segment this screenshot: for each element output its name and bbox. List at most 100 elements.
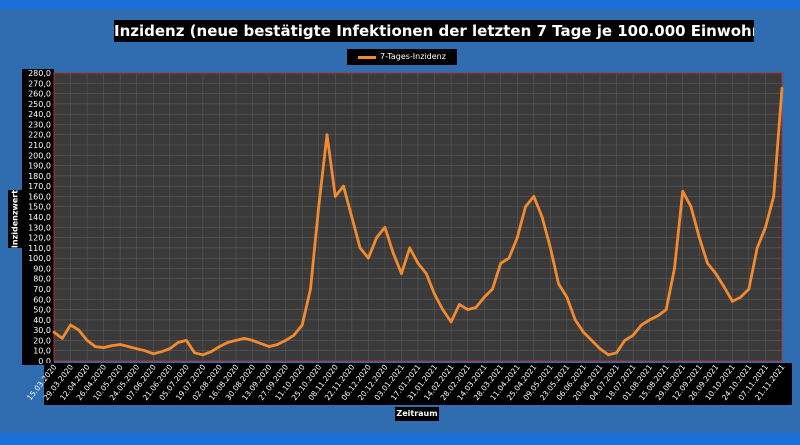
data-point [722,285,726,289]
data-point [689,205,693,209]
data-point [383,225,387,229]
y-tick-label: 240,0 [28,110,51,119]
y-tick-label: 60,0 [33,295,51,304]
y-tick-label: 270,0 [28,79,51,88]
y-tick-backing [22,69,54,365]
data-point [226,341,230,344]
data-point [408,246,412,250]
top-accent-bar [0,0,800,9]
data-point [606,353,610,357]
data-point [267,345,271,348]
data-point [697,236,701,239]
data-point [309,287,312,291]
data-point [185,339,188,342]
data-point [731,300,734,303]
data-point [350,215,354,219]
data-point [772,195,776,198]
data-point [400,272,403,275]
data-point [358,246,362,250]
data-point [590,339,594,342]
data-point [60,337,64,340]
data-point [151,352,155,356]
y-tick-label: 220,0 [28,131,51,140]
y-tick-label: 250,0 [28,100,51,109]
y-tick-label: 70,0 [33,285,51,294]
data-point [631,333,635,337]
data-point [218,345,221,348]
data-point [52,330,56,334]
data-point [242,337,246,340]
data-point [300,323,304,327]
data-point [284,339,287,342]
y-tick-label: 160,0 [28,192,51,201]
data-point [292,333,296,337]
data-point [110,344,114,347]
data-point [160,350,163,354]
data-point [474,306,478,309]
data-point [482,295,486,299]
data-point [276,343,279,346]
plot-area: 0,010,020,030,040,050,060,070,080,090,01… [22,69,792,405]
data-point [623,339,627,342]
data-point [342,184,345,188]
y-tick-label: 190,0 [28,162,51,171]
data-point [565,295,569,299]
data-point [449,320,453,324]
data-point [664,308,668,311]
legend: 7-Tages-Inzidenz [347,49,457,65]
y-tick-label: 50,0 [33,306,51,315]
data-point [375,236,378,239]
data-point [118,343,122,346]
y-tick-label: 20,0 [33,336,51,345]
x-tick-backing [44,363,792,405]
data-point [94,345,97,348]
y-tick-label: 170,0 [28,182,51,191]
data-point [251,339,254,342]
y-tick-label: 280,0 [28,69,51,78]
data-point [515,236,519,239]
y-tick-label: 130,0 [28,223,51,232]
data-point [557,282,560,286]
data-point [234,339,238,342]
data-point [714,272,718,275]
data-point [640,323,643,327]
y-tick-label: 110,0 [28,244,51,253]
y-tick-label: 10,0 [33,347,51,356]
y-tick-label: 80,0 [33,275,51,284]
data-point [764,225,767,229]
data-point [317,205,321,209]
y-axis-label: Inzidenzwert [10,189,20,249]
plot-border [53,72,783,362]
data-point [582,330,585,334]
data-point [706,261,709,265]
y-tick-label: 150,0 [28,203,51,212]
y-tick-label: 140,0 [28,213,51,222]
data-point [598,347,602,350]
y-tick-label: 0,0 [38,357,51,366]
data-point [532,195,536,198]
y-tick-label: 210,0 [28,141,51,150]
data-point [681,189,685,193]
data-point [656,314,660,318]
data-point [176,341,180,344]
data-point [201,353,205,357]
y-tick-label: 180,0 [28,172,51,181]
legend-swatch [358,55,377,59]
y-tick-label: 120,0 [28,234,51,243]
data-point [524,205,527,209]
data-point [127,345,130,348]
data-point [102,346,105,349]
data-point [441,308,445,311]
data-point [507,256,511,260]
data-point [573,318,577,322]
data-point [143,349,147,353]
data-point [739,295,742,299]
data-point [77,328,81,332]
bottom-accent-bar [0,433,800,445]
data-point [367,256,370,260]
data-point [193,351,196,355]
data-point [259,342,263,345]
data-point [549,246,552,250]
